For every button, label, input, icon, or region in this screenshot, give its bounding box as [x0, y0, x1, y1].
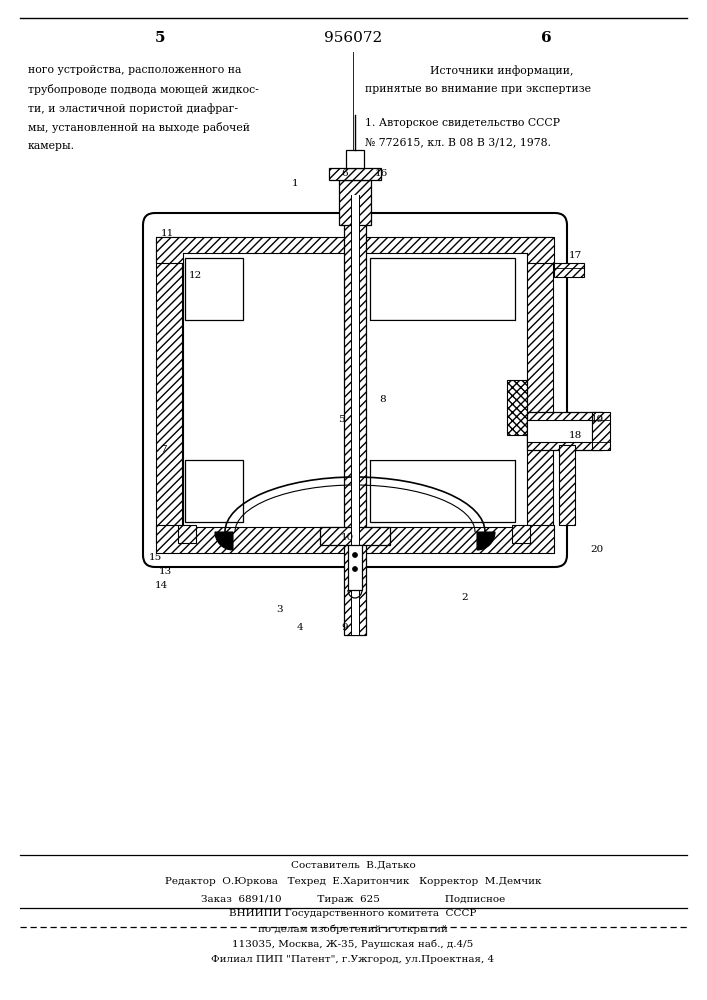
Text: 12: 12 [188, 270, 201, 279]
Bar [156, 525, 554, 553]
Text: мы, установленной на выходе рабочей: мы, установленной на выходе рабочей [28, 122, 250, 133]
Text: Редактор  О.Юркова   Техред  Е.Харитончик   Корректор  М.Демчик: Редактор О.Юркова Техред Е.Харитончик Ко… [165, 878, 542, 886]
Text: ного устройства, расположенного на: ного устройства, расположенного на [28, 65, 241, 75]
Bar [527, 420, 592, 442]
Text: 6: 6 [341, 168, 349, 178]
Text: 4: 4 [297, 622, 303, 632]
Text: Филиал ПИП "Патент", г.Ужгород, ул.Проектная, 4: Филиал ПИП "Патент", г.Ужгород, ул.Проек… [211, 956, 495, 964]
Bar [348, 545, 362, 590]
Text: 1. Авторское свидетельство СССР: 1. Авторское свидетельство СССР [365, 118, 560, 128]
Text: 6: 6 [541, 31, 551, 45]
Circle shape [353, 566, 358, 572]
Bar [592, 412, 610, 450]
Bar [329, 168, 381, 180]
Text: камеры.: камеры. [28, 141, 75, 151]
Text: Источники информации,: Источники информации, [430, 65, 573, 76]
Bar [559, 445, 575, 525]
Bar [370, 258, 515, 320]
Text: по делам изобретений и открытий: по делам изобретений и открытий [258, 924, 448, 934]
Text: 19: 19 [590, 416, 604, 424]
Text: ти, и эластичной пористой диафраг-: ти, и эластичной пористой диафраг- [28, 103, 238, 114]
Bar [366, 253, 527, 527]
Bar [156, 237, 182, 543]
Bar [346, 150, 364, 168]
Text: 3: 3 [276, 605, 284, 614]
Bar [183, 253, 344, 527]
Text: 13: 13 [158, 566, 172, 576]
Bar [512, 525, 530, 543]
Text: 1: 1 [292, 178, 298, 188]
FancyBboxPatch shape [143, 213, 567, 567]
Bar [527, 412, 602, 450]
Text: трубопроводе подвода моющей жидкос-: трубопроводе подвода моющей жидкос- [28, 84, 259, 95]
Bar [554, 263, 584, 277]
Bar [370, 320, 515, 460]
Text: 5: 5 [155, 31, 165, 45]
Bar [351, 195, 359, 635]
Circle shape [353, 552, 358, 558]
Text: № 772615, кл. В 08 В 3/12, 1978.: № 772615, кл. В 08 В 3/12, 1978. [365, 137, 551, 147]
Text: 113035, Москва, Ж-35, Раушская наб., д.4/5: 113035, Москва, Ж-35, Раушская наб., д.4… [233, 939, 474, 949]
Text: 14: 14 [154, 580, 168, 589]
Text: 8: 8 [380, 395, 386, 404]
Text: 10: 10 [340, 532, 354, 542]
Bar [178, 525, 196, 543]
Text: 7: 7 [160, 446, 166, 454]
Bar [320, 527, 390, 545]
Wedge shape [215, 532, 233, 550]
Bar [185, 258, 243, 320]
Bar [185, 460, 243, 522]
Text: Заказ  6891/10           Тираж  625                    Подписное: Заказ 6891/10 Тираж 625 Подписное [201, 894, 505, 904]
Text: 11: 11 [160, 229, 174, 237]
Text: 15: 15 [148, 552, 162, 562]
Text: 17: 17 [568, 250, 582, 259]
Bar [525, 237, 553, 543]
Bar [156, 237, 554, 263]
Bar [344, 195, 366, 635]
Bar [507, 380, 527, 435]
Text: 5: 5 [338, 416, 344, 424]
Bar [183, 253, 527, 527]
Text: 18: 18 [568, 430, 582, 440]
Text: Составитель  В.Датько: Составитель В.Датько [291, 860, 416, 869]
Bar [339, 180, 371, 225]
Text: 956072: 956072 [324, 31, 382, 45]
Text: 9: 9 [341, 622, 349, 632]
Text: 16: 16 [375, 168, 387, 178]
Text: 2: 2 [462, 592, 468, 601]
Text: ВНИИПИ Государственного комитета  СССР: ВНИИПИ Государственного комитета СССР [229, 910, 477, 918]
Text: принятые во внимание при экспертизе: принятые во внимание при экспертизе [365, 84, 591, 94]
Wedge shape [477, 532, 495, 550]
Text: 20: 20 [590, 546, 604, 554]
Bar [370, 460, 515, 522]
